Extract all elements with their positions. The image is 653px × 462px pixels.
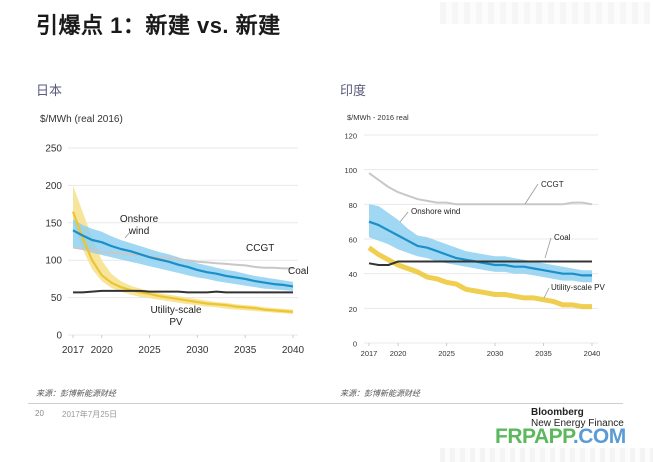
india-onshore-wind-range-band: [369, 204, 592, 283]
india-y-tick-label: 40: [349, 270, 357, 279]
brand-line-2: New Energy Finance: [531, 418, 624, 429]
japan-y-tick-label: 0: [56, 331, 62, 342]
japan-onshore-wind-label: wind: [128, 226, 150, 237]
india-y-tick-label: 80: [349, 201, 357, 210]
india-x-tick-label: 2030: [487, 349, 504, 358]
india-y-tick-label: 0: [353, 340, 357, 349]
india-region-label: 印度: [340, 83, 367, 98]
japan-x-tick-label: 2020: [91, 345, 114, 356]
india-source-note: 来源：彭博新能源财经: [340, 389, 420, 398]
india-x-tick-label: 2025: [438, 349, 455, 358]
site-name: FRPAPP: [495, 425, 573, 448]
japan-ccgt-line: [72, 246, 293, 270]
india-ccgt-line: [368, 172, 593, 206]
page-number: 20: [35, 409, 44, 418]
footer-divider: [28, 403, 623, 404]
japan-chart: 0 50 100 150 200 250 2017 2020 2025 2030 2035 2040 O…: [45, 144, 309, 357]
report-date: 2017年7月25日: [62, 410, 118, 419]
japan-x-tick-label: 2040: [282, 345, 305, 356]
india-coal-label: Coal: [554, 233, 571, 242]
japan-utility-scale-pv-line: [71, 211, 294, 313]
india-x-tick-label: 2040: [584, 349, 601, 358]
japan-y-tick-label: 150: [45, 218, 62, 229]
japan-onshore-wind-label: Onshore: [120, 214, 159, 225]
india-ccgt-leader-line: [524, 183, 539, 205]
japan-x-tick-label: 2035: [234, 345, 257, 356]
japan-region-label: 日本: [36, 83, 63, 98]
japan-x-tick-label: 2017: [62, 345, 85, 356]
india-utility-scale-pv-leader-line: [543, 287, 550, 299]
japan-onshore-wind-line: [72, 229, 294, 288]
japan-coal-line: [73, 289, 293, 294]
japan-y-tick-label: 50: [51, 293, 63, 304]
japan-x-tick-label: 2030: [186, 345, 209, 356]
japan-y-tick-label: 100: [45, 256, 62, 267]
japan-ccgt-label: CCGT: [246, 243, 274, 254]
japan-x-tick-label: 2025: [138, 345, 161, 356]
site-domain: .COM: [572, 425, 626, 448]
india-y-axis-label: $/MWh - 2016 real: [347, 113, 409, 122]
india-utility-scale-pv-label: Utility-scale PV: [551, 283, 605, 292]
india-y-tick-label: 20: [349, 305, 357, 314]
brand-line-1: Bloomberg: [531, 407, 584, 418]
watermark-bottom: [440, 448, 653, 462]
japan-y-tick-label: 200: [45, 181, 62, 192]
japan-source-note: 来源：彭博新能源财经: [36, 389, 116, 398]
india-x-tick-label: 2035: [535, 349, 552, 358]
bnef-logo: Bloomberg New Energy Finance: [531, 407, 624, 429]
japan-utility-scale-pv-label: Utility-scale: [150, 305, 202, 316]
watermark-top: [440, 2, 650, 24]
japan-utility-scale-pv-label: PV: [169, 317, 183, 328]
india-x-tick-label: 2020: [390, 349, 407, 358]
japan-y-tick-label: 250: [45, 144, 62, 155]
japan-onshore-wind-leader-line: [124, 231, 131, 239]
site-watermark: FRPAPP.COM: [495, 425, 626, 449]
india-coal-line: [368, 260, 592, 266]
india-onshore-wind-leader-line: [399, 211, 409, 223]
japan-coal-label: Coal: [288, 266, 309, 277]
india-coal-leader-line: [544, 237, 552, 259]
india-y-tick-label: 60: [349, 236, 357, 245]
india-y-tick-label: 100: [344, 166, 357, 175]
india-utility-scale-pv-line: [367, 245, 592, 310]
india-y-tick-label: 120: [344, 132, 357, 141]
india-onshore-wind-label: Onshore wind: [411, 207, 460, 216]
page-title: 引爆点 1：新建 vs. 新建: [36, 13, 281, 38]
japan-y-axis-label: $/MWh (real 2016): [40, 114, 123, 125]
india-ccgt-label: CCGT: [541, 180, 564, 189]
japan-onshore-wind-range-band: [73, 219, 293, 291]
india-x-tick-label: 2017: [361, 349, 378, 358]
